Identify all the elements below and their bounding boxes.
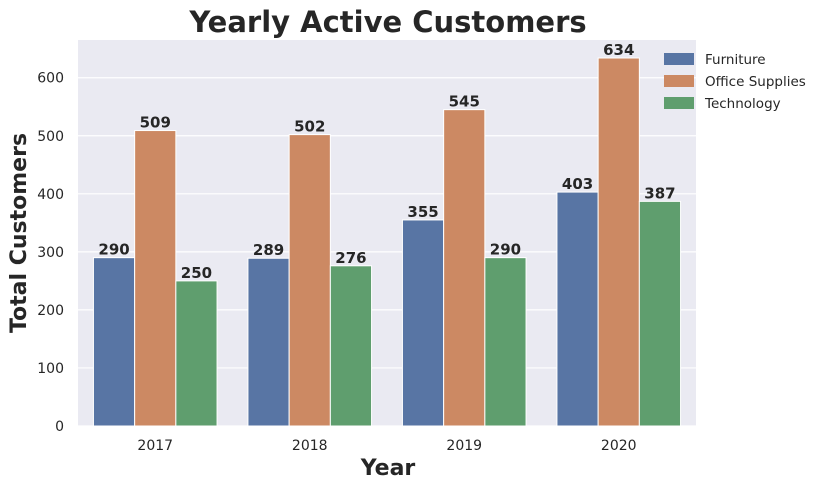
bar [288, 134, 331, 427]
y-tick-label: 500 [37, 129, 64, 145]
data-label: 403 [562, 175, 593, 193]
legend: Furniture Office Supplies Technology [664, 52, 806, 112]
x-tick-label: 2020 [601, 438, 637, 454]
x-axis-ticks: 2017 2018 2019 2020 [137, 438, 636, 454]
data-label: 387 [644, 184, 675, 202]
legend-label: Technology [704, 96, 781, 112]
bar [443, 109, 486, 427]
data-label: 509 [140, 114, 171, 132]
bar [484, 257, 527, 427]
data-label: 250 [181, 264, 212, 282]
y-axis-ticks: 0 100 200 300 400 500 600 [37, 71, 64, 435]
data-label: 634 [603, 41, 634, 59]
y-axis-label: Total Customers [7, 133, 32, 333]
legend-swatch [664, 97, 694, 109]
bars [92, 57, 682, 427]
data-label: 502 [294, 118, 325, 136]
x-tick-label: 2017 [137, 438, 173, 454]
legend-swatch [664, 53, 694, 65]
chart-title: Yearly Active Customers [188, 5, 586, 39]
data-label: 276 [335, 249, 366, 267]
bar [329, 265, 373, 427]
bar [175, 280, 218, 427]
data-label: 290 [98, 241, 129, 259]
data-label: 290 [490, 241, 521, 259]
x-tick-label: 2019 [446, 438, 482, 454]
bar [597, 57, 640, 427]
bar [134, 130, 177, 427]
data-label: 289 [253, 241, 284, 259]
data-label: 545 [449, 93, 480, 111]
legend-label: Furniture [705, 52, 766, 68]
legend-swatch [664, 75, 694, 87]
y-tick-label: 600 [37, 71, 64, 87]
x-axis-label: Year [360, 456, 416, 481]
legend-label: Office Supplies [705, 74, 806, 90]
y-tick-label: 400 [37, 187, 64, 203]
bar [556, 191, 599, 427]
bar [638, 200, 682, 427]
bar [247, 257, 290, 427]
x-tick-label: 2018 [292, 438, 328, 454]
data-labels: 290 509 250 289 502 276 355 545 290 403 634 387 [98, 41, 675, 282]
data-label: 355 [407, 203, 438, 221]
bar [401, 219, 445, 427]
y-tick-label: 100 [37, 361, 64, 377]
y-tick-label: 200 [37, 303, 64, 319]
y-tick-label: 300 [37, 245, 64, 261]
bar [92, 257, 136, 427]
y-tick-label: 0 [55, 419, 64, 435]
